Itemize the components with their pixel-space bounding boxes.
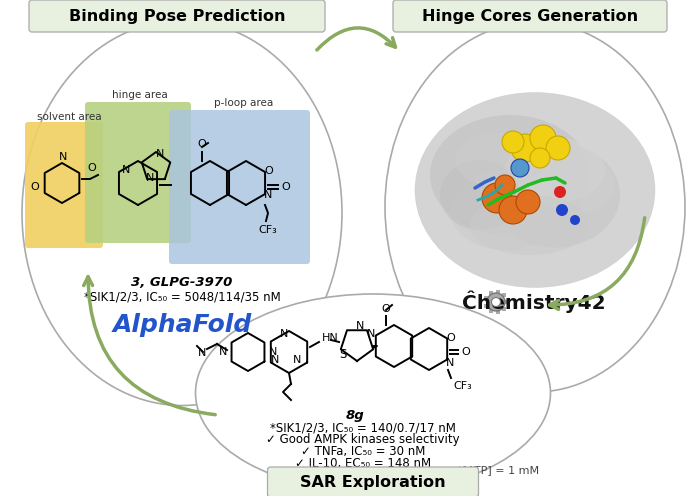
Circle shape xyxy=(502,131,524,153)
Ellipse shape xyxy=(195,294,550,492)
Ellipse shape xyxy=(385,22,685,392)
Text: N: N xyxy=(197,348,206,358)
Text: O: O xyxy=(281,182,290,192)
Bar xyxy=(496,310,500,314)
Text: N: N xyxy=(122,165,130,175)
Text: AlphaFold: AlphaFold xyxy=(113,313,251,337)
Ellipse shape xyxy=(440,160,520,230)
Text: Ĉhemistry42: Ĉhemistry42 xyxy=(462,291,606,313)
FancyBboxPatch shape xyxy=(25,122,103,248)
Circle shape xyxy=(487,293,505,311)
Text: Binding Pose Prediction: Binding Pose Prediction xyxy=(69,8,286,23)
Ellipse shape xyxy=(535,155,615,215)
Ellipse shape xyxy=(505,137,605,202)
Circle shape xyxy=(556,204,568,216)
Text: N: N xyxy=(269,347,277,357)
Ellipse shape xyxy=(415,92,655,288)
Text: O: O xyxy=(446,333,455,343)
Text: ✓ Good AMPK kinases selectivity: ✓ Good AMPK kinases selectivity xyxy=(266,434,460,446)
Text: N: N xyxy=(271,355,279,365)
Bar xyxy=(496,290,500,294)
Circle shape xyxy=(554,186,566,198)
Circle shape xyxy=(499,196,527,224)
Ellipse shape xyxy=(22,20,342,406)
Circle shape xyxy=(570,215,580,225)
Text: 3, GLPG-3970: 3, GLPG-3970 xyxy=(132,276,232,290)
Text: SAR Exploration: SAR Exploration xyxy=(300,475,446,490)
Text: O: O xyxy=(382,304,391,314)
Bar xyxy=(502,307,506,311)
Text: Hinge Cores Generation: Hinge Cores Generation xyxy=(422,8,638,23)
Circle shape xyxy=(530,148,550,168)
Text: *SIK1/2/3, IC₅₀ = 5048/114/35 nM: *SIK1/2/3, IC₅₀ = 5048/114/35 nM xyxy=(83,291,281,304)
Text: N: N xyxy=(446,358,454,368)
Text: N: N xyxy=(156,149,164,159)
FancyBboxPatch shape xyxy=(267,467,479,496)
Bar xyxy=(489,291,493,295)
Text: solvent area: solvent area xyxy=(37,112,102,122)
Text: 8g: 8g xyxy=(346,409,365,422)
FancyBboxPatch shape xyxy=(29,0,325,32)
Text: hinge area: hinge area xyxy=(112,90,168,100)
Bar xyxy=(484,297,488,301)
Text: *SIK1/2/3, IC₅₀ = 140/0.7/17 nM: *SIK1/2/3, IC₅₀ = 140/0.7/17 nM xyxy=(270,422,456,434)
Text: N: N xyxy=(293,355,301,365)
Text: CF₃: CF₃ xyxy=(258,225,277,235)
Text: *[ATP] = 1 mM: *[ATP] = 1 mM xyxy=(457,465,539,475)
Text: O: O xyxy=(197,139,206,149)
Bar xyxy=(502,293,506,297)
Circle shape xyxy=(511,134,539,162)
FancyBboxPatch shape xyxy=(85,102,191,243)
Ellipse shape xyxy=(450,170,560,250)
Text: HN: HN xyxy=(322,333,339,343)
Text: O: O xyxy=(264,166,273,176)
Ellipse shape xyxy=(490,142,620,248)
Circle shape xyxy=(511,159,529,177)
Ellipse shape xyxy=(430,115,590,235)
Circle shape xyxy=(491,298,500,307)
Text: O: O xyxy=(88,163,97,173)
FancyBboxPatch shape xyxy=(393,0,667,32)
Text: N: N xyxy=(264,190,272,200)
Circle shape xyxy=(495,175,515,195)
Ellipse shape xyxy=(470,195,590,255)
Text: O: O xyxy=(30,182,39,192)
Bar xyxy=(505,300,508,304)
Text: N: N xyxy=(146,173,154,183)
Text: ✓ IL-10, EC₅₀ = 148 nM: ✓ IL-10, EC₅₀ = 148 nM xyxy=(295,456,431,470)
Text: N: N xyxy=(59,152,67,162)
Text: ✓ TNFa, IC₅₀ = 30 nM: ✓ TNFa, IC₅₀ = 30 nM xyxy=(301,445,425,458)
Circle shape xyxy=(482,183,512,213)
Text: p-loop area: p-loop area xyxy=(214,98,274,108)
Bar xyxy=(484,304,488,308)
Text: N: N xyxy=(218,347,227,357)
Bar xyxy=(489,309,493,313)
Circle shape xyxy=(530,125,556,151)
Circle shape xyxy=(546,136,570,160)
Text: CF₃: CF₃ xyxy=(453,381,472,391)
FancyBboxPatch shape xyxy=(169,110,310,264)
Text: S: S xyxy=(340,348,346,361)
Text: N: N xyxy=(280,329,288,339)
Text: O: O xyxy=(461,347,470,357)
Text: N: N xyxy=(356,321,364,331)
Circle shape xyxy=(516,190,540,214)
Text: N: N xyxy=(367,329,375,339)
Ellipse shape xyxy=(455,132,545,187)
